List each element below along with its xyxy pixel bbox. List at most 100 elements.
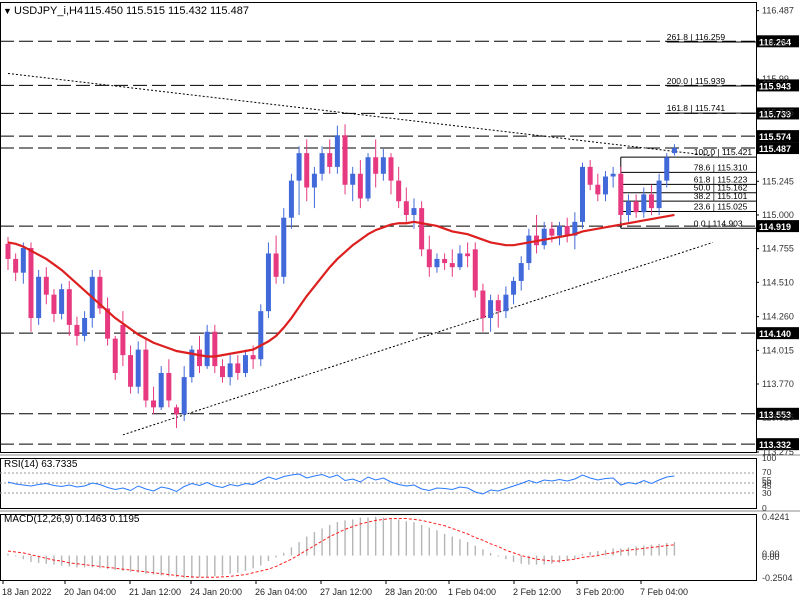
candle-body (495, 300, 501, 312)
rsi-line (7, 473, 675, 495)
candle-body (587, 166, 593, 185)
header-ohlc: 115.450 115.515 115.432 115.487 (84, 5, 249, 17)
level-price-tag (757, 438, 799, 451)
trendlines (7, 72, 713, 436)
panel-frame (0, 2, 757, 453)
fibonacci-retracement: 261.8 | 116.259 200.0 | 115.939 161.8 | 11… (620, 32, 756, 229)
candle-body (258, 311, 264, 360)
rsi-tick-label: 0 (762, 503, 767, 513)
candle-body (265, 253, 271, 312)
level-price-label: 114.140 (759, 329, 791, 339)
candle-body (311, 173, 317, 188)
candle-body (128, 355, 134, 387)
fib-level-label: 50.0 | 115.162 (694, 183, 748, 193)
time-tick-label: 27 Jan 12:00 (320, 587, 372, 597)
fib-level-label: 78.6 | 115.310 (694, 162, 748, 172)
candle-body (618, 173, 624, 215)
candle-body (151, 400, 157, 408)
level-price-label: 113.553 (759, 410, 791, 420)
candle-body (625, 201, 631, 215)
candle-body (112, 338, 118, 373)
candle-body (396, 180, 402, 202)
time-tick-label: 21 Jan 12:00 (129, 587, 181, 597)
candle-body (204, 331, 210, 367)
candle-body (518, 263, 524, 281)
time-tick-label: 2 Feb 12:00 (513, 587, 561, 597)
candle-body (135, 349, 141, 387)
macd-signal-line (7, 518, 675, 578)
candle-body (250, 355, 256, 360)
candle-body (610, 173, 616, 177)
candle-body (189, 349, 195, 378)
level-price-label: 116.264 (759, 37, 791, 47)
fib-level-label: 161.8 | 115.741 (667, 103, 726, 113)
candle-body (488, 300, 494, 319)
moving-average (7, 213, 675, 358)
candle-body (365, 157, 371, 199)
macd-tick-label: 0.00 (762, 549, 780, 559)
candle-body (465, 253, 471, 257)
candle-body (28, 247, 34, 319)
time-tick-label: 26 Jan 04:00 (255, 587, 307, 597)
price-tick-label: 114.755 (762, 244, 794, 254)
candle-body (181, 377, 187, 415)
candle-body (334, 135, 340, 167)
panel-frames (0, 2, 800, 581)
trendline (7, 72, 713, 157)
candle-body (197, 349, 202, 367)
level-price-tag (757, 130, 799, 143)
candle-body (227, 363, 233, 378)
level-price-tag (757, 407, 799, 420)
header-arrow-icon[interactable]: ▼ (3, 6, 12, 16)
time-tick-label: 20 Jan 04:00 (64, 587, 116, 597)
candle-body (526, 235, 532, 264)
candle-body (449, 263, 455, 268)
candle-body (541, 228, 547, 246)
macd-tick-label: 0.4241 (762, 512, 790, 522)
candle-body (373, 157, 379, 174)
candle-body (319, 153, 325, 174)
candle-body (288, 180, 294, 218)
level-price-label: 113.332 (759, 440, 791, 450)
price-tick-label: 113.525 (762, 413, 794, 423)
price-axis: 116.487 116.25 115.99 115.745 115.245 115.000… (756, 6, 794, 457)
candle-body (43, 276, 49, 295)
candle-body (174, 407, 180, 415)
rsi-tick-label: 100 (762, 453, 776, 463)
price-tick-label: 115.745 (762, 108, 794, 118)
fib-level-label: 61.8 | 115.223 (694, 174, 748, 184)
candle-body (242, 355, 248, 373)
price-tick-label: 114.015 (762, 345, 794, 355)
candle-body (5, 243, 11, 259)
candle-body (426, 249, 432, 268)
candle-body (480, 290, 486, 319)
rsi-tick-label: 50 (762, 478, 772, 488)
time-axis: 18 Jan 2022 20 Jan 04:00 21 Jan 12:00 24 Ja… (2, 580, 688, 597)
price-tick-label: 115.245 (762, 176, 794, 186)
rsi-title: RSI(14) 63.7335 (4, 459, 78, 470)
candle-body (580, 166, 585, 222)
candle-body (419, 208, 425, 250)
candle-body (304, 153, 310, 188)
price-tick-label: 113.275 (762, 447, 794, 457)
candle-body (380, 157, 386, 174)
candle-body (564, 225, 570, 236)
level-price-tag (757, 327, 799, 340)
candle-body (511, 280, 517, 295)
fib-level-label: 38.2 | 115.101 (694, 191, 748, 201)
price-tick-label: 115.99 (762, 74, 789, 84)
candlestick-series (5, 124, 677, 428)
candle-body (503, 294, 509, 312)
fib-level-label: 100.0 | 115.421 (694, 147, 753, 157)
time-tick-label: 28 Jan 20:00 (385, 587, 437, 597)
time-tick-label: 3 Feb 20:00 (576, 587, 624, 597)
price-tick-label: 116.487 (762, 6, 794, 16)
candle-body (13, 258, 19, 273)
candle-body (219, 366, 225, 378)
level-price-tag (757, 220, 799, 233)
trendline (122, 241, 713, 436)
candle-body (97, 276, 103, 309)
